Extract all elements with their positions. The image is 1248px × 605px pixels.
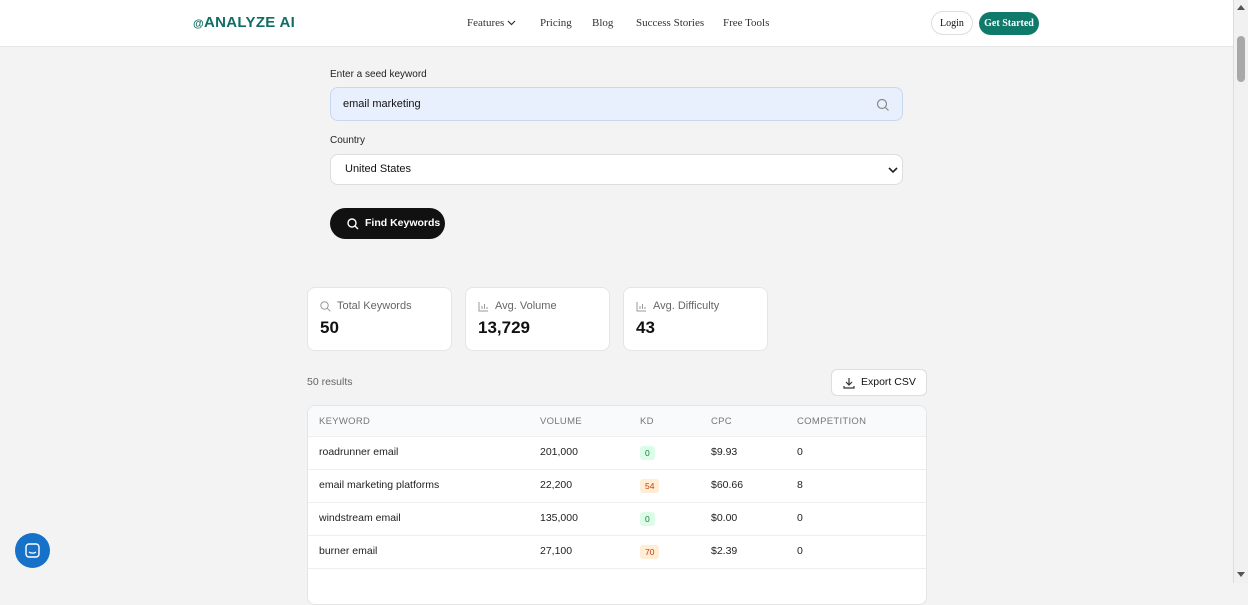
column-header: CPC (711, 416, 732, 427)
export-button[interactable]: Export CSV (831, 369, 927, 396)
table-cell: 27,100 (540, 545, 573, 557)
nav-link[interactable]: Pricing (540, 17, 572, 29)
nav-link[interactable]: Features (467, 17, 516, 29)
cta-button[interactable]: Get Started (979, 12, 1039, 35)
table-cell: $60.66 (711, 479, 744, 491)
kd-badge: 0 (640, 446, 655, 460)
table-cell: 8 (797, 479, 803, 491)
stat-card: Avg. Difficulty 43 (623, 287, 768, 351)
table-cell: $0.00 (711, 512, 738, 524)
column-header: KD (640, 416, 654, 427)
nav-link[interactable]: Blog (592, 17, 614, 29)
column-header: COMPETITION (797, 416, 867, 427)
table-cell: 22,200 (540, 479, 573, 491)
results-table: KEYWORD VOLUME KD CPC COMPETITION roadrunner … (307, 405, 927, 605)
column-header: VOLUME (540, 416, 582, 427)
stat-card: Total Keywords 50 (307, 287, 452, 351)
table-cell: roadrunner email (319, 446, 399, 458)
chat-widget[interactable] (15, 533, 50, 568)
row-divider (308, 568, 926, 569)
table-cell: 135,000 (540, 512, 578, 524)
keyword-input[interactable]: email marketing (330, 87, 903, 121)
label: Country (330, 135, 366, 146)
table-cell: 201,000 (540, 446, 578, 458)
row-divider (308, 535, 926, 536)
column-header: KEYWORD (319, 416, 371, 427)
table-cell: windstream email (319, 512, 401, 524)
country-select[interactable]: United States (330, 154, 903, 185)
find-button[interactable]: Find Keywords (330, 208, 445, 239)
label: Enter a seed keyword (330, 69, 427, 80)
row-divider (308, 469, 926, 470)
kd-badge: 0 (640, 512, 655, 526)
table-cell: 0 (797, 545, 803, 557)
stat-card: Avg. Volume 13,729 (465, 287, 610, 351)
login-button[interactable]: Login (931, 11, 973, 35)
logo[interactable]: @ANALYZE AI (193, 14, 296, 31)
kd-badge: 54 (640, 479, 660, 493)
table-cell: email marketing platforms (319, 479, 440, 491)
nav-link[interactable]: Free Tools (723, 17, 770, 29)
nav-link[interactable]: Success Stories (636, 17, 705, 29)
table-cell: $2.39 (711, 545, 738, 557)
table-cell: 0 (797, 446, 803, 458)
search-icon (876, 98, 889, 111)
table-cell: $9.93 (711, 446, 738, 458)
results-count: 50 results (307, 376, 353, 388)
scrollbar[interactable] (1233, 0, 1248, 583)
row-divider (308, 502, 926, 503)
navbar: @ANALYZE AI Features Pricing Blog Succes… (0, 0, 1233, 47)
table-cell: burner email (319, 545, 378, 557)
table-cell: 0 (797, 512, 803, 524)
kd-badge: 70 (640, 545, 660, 559)
